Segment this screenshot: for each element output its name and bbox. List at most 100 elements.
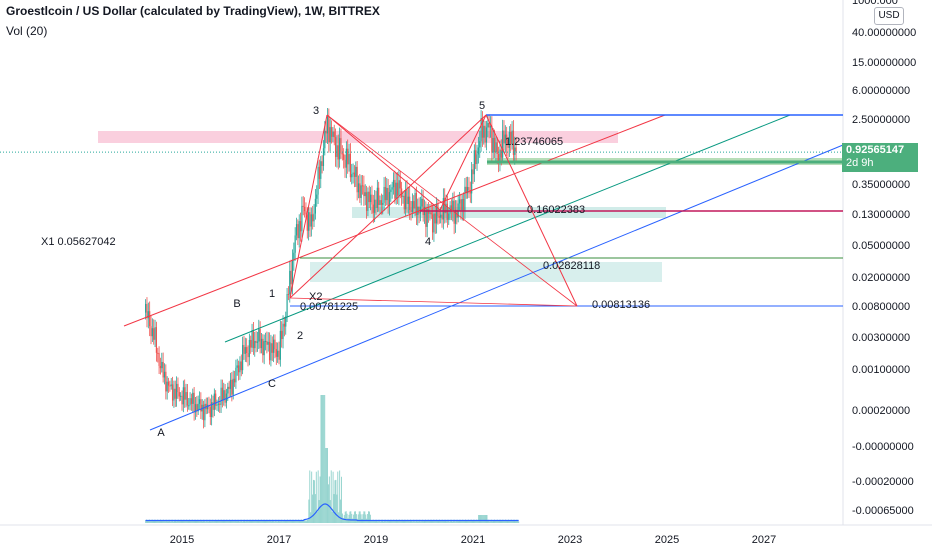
volume-bar: [355, 514, 357, 523]
volume-bar: [305, 521, 307, 523]
candle-body: [147, 311, 149, 319]
price-axis[interactable]: 40.00000000 15.00000000 6.00000000 2.500000…: [852, 0, 916, 517]
candle-body: [481, 118, 484, 138]
volume-bar: [382, 521, 384, 523]
volume-bar: [290, 520, 292, 523]
volume-bar: [342, 518, 344, 523]
candle-body: [336, 145, 338, 157]
wave-line-3: [439, 114, 487, 211]
candle-body: [190, 398, 193, 404]
volume-bar: [173, 521, 175, 523]
volume-bar: [187, 520, 189, 523]
volume-bar: [483, 515, 485, 523]
volume-bar: [331, 511, 333, 523]
candle-body: [414, 193, 416, 209]
volume-bar: [463, 520, 465, 523]
volume-bar: [459, 519, 461, 523]
volume-bar: [327, 484, 329, 523]
volume-bar: [293, 520, 295, 523]
volume-bar: [424, 519, 426, 523]
candle-body: [510, 131, 512, 145]
volume-bar: [467, 519, 469, 523]
candle-body: [215, 393, 217, 406]
volume-bar: [424, 520, 425, 523]
candle-body: [394, 179, 396, 199]
candle-body: [492, 137, 494, 153]
volume-ma-line: [145, 503, 519, 522]
volume-bar: [420, 521, 422, 523]
volume-bar: [427, 519, 429, 523]
candle-body: [240, 361, 242, 371]
volume-bar: [234, 519, 236, 523]
volume-bar: [481, 515, 483, 523]
volume-bar: [502, 519, 504, 523]
volume-bar: [198, 520, 200, 523]
volume-bar: [254, 520, 256, 523]
currency-badge[interactable]: USD: [874, 7, 904, 25]
upper-channel-line: [123, 114, 666, 327]
volume-bar: [364, 511, 366, 523]
volume-histogram: [145, 395, 520, 523]
candle-body: [504, 134, 506, 144]
candle-body: [318, 166, 321, 179]
candle-body: [180, 395, 182, 397]
volume-bar: [174, 519, 176, 523]
volume-bar: [273, 521, 275, 523]
volume-bar: [399, 520, 401, 523]
volume-bar: [156, 520, 158, 523]
price-axis-label: -0.00000000: [852, 441, 914, 453]
volume-bar: [220, 519, 222, 523]
volume-bar: [393, 519, 395, 523]
price-axis-label: 40.00000000: [852, 27, 916, 39]
candle-body: [239, 361, 241, 373]
candle-body: [151, 328, 153, 337]
time-axis[interactable]: 2015 2017 2019 2021 2023 2025 2027: [170, 534, 776, 546]
volume-bar: [360, 514, 362, 523]
volume-bar: [216, 520, 218, 523]
candle-body: [480, 118, 482, 142]
wave-label: 1: [269, 288, 275, 300]
volume-bar: [188, 520, 190, 523]
volume-bar: [469, 520, 471, 523]
volume-bar: [479, 515, 481, 523]
candle-body: [483, 125, 485, 138]
candle-body: [403, 195, 405, 210]
volume-bar: [280, 519, 282, 523]
volume-bar: [175, 521, 177, 523]
volume-bar: [387, 519, 389, 523]
candle-body: [227, 386, 229, 394]
candle-body: [325, 130, 327, 134]
volume-bar: [209, 519, 211, 523]
candle-body: [326, 116, 329, 134]
candle-body: [202, 404, 205, 421]
candle-body: [236, 365, 238, 368]
volume-bar: [336, 494, 338, 523]
volume-bar: [482, 515, 484, 523]
volume-bar: [249, 519, 251, 523]
candle-body: [508, 131, 510, 148]
volume-bar: [507, 519, 509, 523]
volume-bar: [386, 519, 388, 523]
volume-bar: [251, 520, 253, 523]
candle-body: [266, 340, 268, 345]
volume-bar: [447, 519, 449, 523]
candle-body: [415, 193, 418, 216]
support-zone-upper: [352, 207, 666, 218]
volume-bar: [253, 520, 255, 523]
candle-body: [476, 154, 478, 165]
volume-bar: [148, 519, 150, 523]
candle-body: [448, 213, 450, 220]
volume-bar: [456, 519, 458, 523]
volume-bar: [347, 518, 349, 523]
volume-indicator-label: Vol (20): [6, 24, 48, 38]
candle-body: [487, 122, 489, 128]
volume-bar: [233, 521, 235, 523]
candle-body: [461, 199, 463, 211]
candle-body: [255, 340, 257, 343]
candle-body: [352, 172, 354, 175]
volume-bar: [368, 511, 370, 523]
candle-body: [496, 142, 498, 154]
volume-bar: [443, 521, 445, 523]
volume-bar: [370, 520, 372, 523]
